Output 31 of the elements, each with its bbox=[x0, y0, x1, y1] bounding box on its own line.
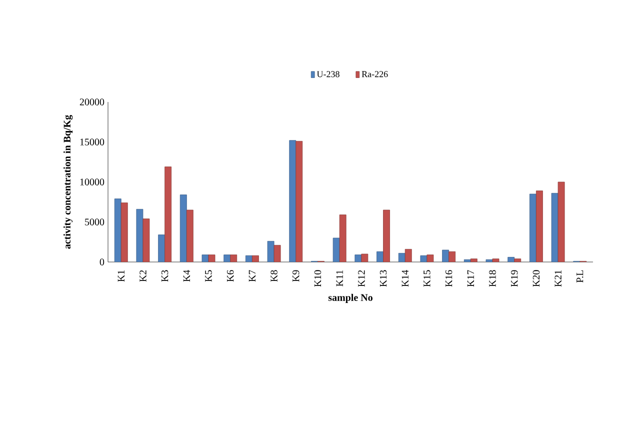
x-tick-label: K10 bbox=[314, 270, 322, 287]
x-axis-title: sample No bbox=[328, 294, 372, 303]
x-tick-label: K15 bbox=[424, 270, 430, 287]
x-tick-label: K18 bbox=[489, 270, 496, 287]
x-tick-label: K17 bbox=[467, 270, 474, 287]
x-tick-label: K11 bbox=[336, 270, 343, 286]
x-tick-label: K3 bbox=[161, 270, 168, 282]
x-tick-label: K7 bbox=[248, 270, 256, 282]
x-tick-label: K9 bbox=[292, 270, 300, 282]
legend-label: U-238 bbox=[316, 71, 340, 78]
x-tick-label: K12 bbox=[358, 270, 365, 287]
x-tick-label: K2 bbox=[140, 270, 146, 282]
x-tick-label: K19 bbox=[510, 270, 518, 287]
legend-label: Ra-226 bbox=[362, 71, 388, 78]
x-tick-label: K20 bbox=[532, 270, 540, 287]
x-tick-label: K13 bbox=[380, 270, 387, 287]
y-tick-label: 15000 bbox=[80, 138, 104, 146]
x-tick-label: K21 bbox=[554, 270, 562, 287]
x-tick-label: K4 bbox=[183, 270, 190, 282]
x-tick-label: K1 bbox=[118, 270, 124, 282]
x-tick-label: K6 bbox=[226, 270, 234, 282]
x-tick-label: K16 bbox=[445, 270, 452, 287]
x-tick-label: K8 bbox=[270, 270, 278, 282]
y-tick-label: 5000 bbox=[85, 218, 104, 226]
y-axis-title: activity concentration in Bq/Kg bbox=[63, 115, 73, 249]
y-tick-label: 20000 bbox=[80, 98, 104, 106]
x-tick-label: K14 bbox=[402, 270, 408, 287]
x-tick-label: K5 bbox=[205, 270, 212, 282]
y-tick-label: 0 bbox=[100, 258, 104, 266]
x-tick-label: P.L bbox=[576, 270, 584, 283]
y-tick-label: 10000 bbox=[80, 178, 104, 186]
